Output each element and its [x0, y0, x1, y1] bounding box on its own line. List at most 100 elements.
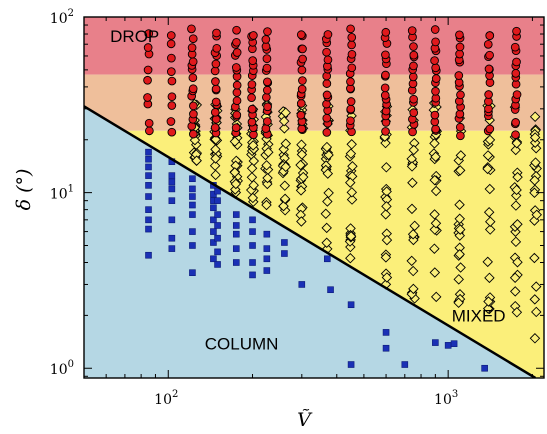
- mixed-point: [280, 107, 291, 118]
- drop-point: [262, 85, 272, 95]
- drop-point: [210, 123, 220, 132]
- mixed-point: [453, 297, 464, 309]
- drop-point: [187, 43, 197, 53]
- drop-point: [167, 53, 176, 63]
- mixed-point: [408, 144, 420, 156]
- mixed-point: [380, 252, 392, 263]
- drop-point: [407, 26, 417, 35]
- mixed-point: [531, 306, 542, 318]
- drop-point: [381, 127, 390, 136]
- column-point: [232, 222, 240, 229]
- mixed-point: [483, 296, 494, 307]
- mixed-point: [345, 148, 357, 159]
- drop-point: [455, 30, 464, 40]
- drop-point: [347, 63, 357, 73]
- drop-point: [167, 92, 177, 102]
- column-point: [145, 182, 152, 189]
- mixed-point: [529, 187, 540, 199]
- drop-point: [262, 77, 272, 87]
- mixed-point: [346, 139, 357, 150]
- mixed-point: [263, 147, 274, 158]
- drop-point: [347, 33, 357, 42]
- drop-point: [143, 65, 153, 75]
- column-point: [214, 248, 221, 256]
- drop-point: [455, 109, 465, 119]
- drop-point: [166, 31, 176, 40]
- column-point: [145, 206, 152, 213]
- mixed-point: [381, 162, 392, 173]
- column-point: [189, 193, 196, 200]
- mixed-point: [278, 200, 289, 212]
- mixed-point: [430, 291, 442, 303]
- column-point: [263, 267, 271, 274]
- mixed-point: [484, 224, 496, 235]
- column-point: [189, 269, 196, 276]
- mixed-point: [280, 161, 291, 173]
- drop-point: [248, 56, 258, 65]
- column-point: [145, 148, 152, 156]
- column-point: [210, 239, 217, 246]
- region-drop: [84, 17, 544, 75]
- column-point: [189, 211, 196, 218]
- column-point: [145, 216, 152, 224]
- drop-point: [431, 63, 440, 73]
- mixed-point: [485, 216, 496, 227]
- column-point: [481, 364, 488, 372]
- mixed-point: [429, 138, 440, 149]
- region-transition: [84, 74, 544, 131]
- drop-point: [409, 42, 418, 51]
- column-point: [214, 211, 221, 218]
- drop-point: [144, 29, 154, 38]
- mixed-point: [529, 111, 541, 122]
- mixed-point: [279, 180, 291, 191]
- mixed-point: [454, 199, 465, 210]
- y-tick-label: 101: [50, 184, 74, 203]
- drop-point: [211, 59, 221, 69]
- drop-point: [189, 109, 198, 119]
- drop-point: [166, 67, 176, 76]
- column-point: [210, 216, 217, 224]
- mixed-point: [381, 201, 392, 212]
- drop-point: [381, 70, 390, 80]
- drop-point: [322, 128, 332, 137]
- mixed-point: [409, 220, 420, 232]
- mixed-point: [454, 165, 466, 176]
- drop-point: [211, 84, 221, 94]
- drop-point: [430, 56, 439, 65]
- drop-point: [296, 110, 306, 120]
- drop-point: [167, 101, 177, 110]
- drop-point: [187, 24, 196, 34]
- x-tick-label: 103: [434, 389, 458, 408]
- mixed-point: [381, 272, 393, 283]
- drop-point: [232, 80, 242, 90]
- drop-point: [232, 96, 242, 106]
- drop-point: [144, 118, 154, 128]
- drop-point: [261, 35, 271, 44]
- drop-point: [249, 31, 258, 40]
- drop-point: [188, 57, 198, 67]
- mixed-point: [279, 193, 291, 205]
- column-point: [347, 361, 355, 368]
- column-point: [189, 242, 196, 249]
- mixed-point: [454, 224, 466, 235]
- column-point: [323, 255, 331, 263]
- mixed-point: [296, 149, 308, 160]
- column-point: [249, 216, 256, 224]
- drop-point: [511, 130, 520, 140]
- mixed-point: [511, 184, 522, 196]
- mixed-point: [512, 219, 523, 230]
- column-point: [347, 301, 355, 309]
- mixed-point: [529, 294, 541, 305]
- mixed-point: [346, 187, 358, 198]
- drop-point: [323, 30, 333, 39]
- column-point: [145, 193, 152, 200]
- mixed-point: [455, 150, 467, 161]
- drop-point: [143, 43, 153, 52]
- drop-point: [296, 30, 306, 39]
- drop-point: [322, 47, 331, 57]
- mixed-point: [511, 137, 522, 149]
- mixed-point: [510, 144, 521, 156]
- drop-point: [485, 124, 495, 134]
- column-point: [168, 197, 176, 204]
- mixed-point: [322, 168, 334, 179]
